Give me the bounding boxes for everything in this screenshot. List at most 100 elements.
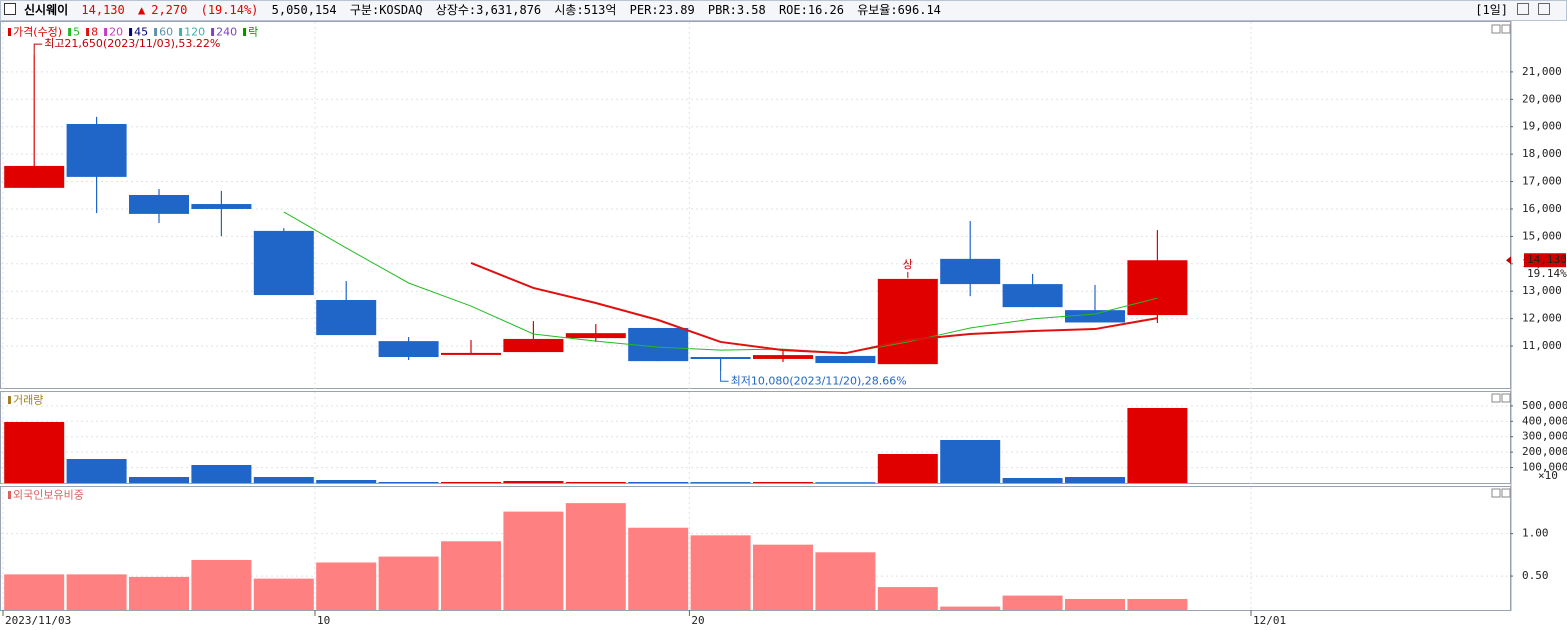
x-tick-label: 2023/11/03 (5, 614, 71, 627)
legend-marker (86, 28, 90, 36)
bar (1127, 598, 1188, 610)
bar (940, 439, 1001, 483)
per: PER:23.89 (629, 3, 695, 17)
bar (378, 556, 439, 610)
stock-header: 신시웨이 14,130 ▲ 2,270 (19.14%) 5,050,154 구분… (0, 0, 1567, 21)
bar (441, 481, 501, 483)
icon[interactable] (1517, 3, 1529, 15)
candle-body (441, 352, 501, 355)
change: 2,270 (151, 3, 188, 17)
bar (877, 454, 938, 483)
legend-label: 8 (91, 26, 98, 39)
y-tick-label: 0.50 (1522, 569, 1549, 582)
legend-marker (8, 28, 11, 36)
bar (1065, 477, 1125, 483)
legend-label: 45 (134, 26, 148, 39)
legend-label: 240 (216, 26, 237, 39)
bar (441, 541, 501, 610)
y-tick-label: 15,000 (1522, 229, 1562, 242)
icon[interactable] (1491, 24, 1501, 34)
legend-marker (129, 28, 133, 36)
y-tick-label: 17,000 (1522, 175, 1562, 188)
icon[interactable] (1501, 24, 1511, 34)
legend-marker (8, 396, 11, 404)
x-tick-label: 12/01 (1253, 614, 1286, 627)
limit-up-marker: 상 (903, 258, 913, 271)
legend-marker (104, 28, 108, 36)
bar (378, 481, 439, 483)
legend-marker (68, 28, 72, 36)
legend-marker (8, 491, 11, 499)
bar (253, 578, 314, 610)
bar (253, 477, 314, 483)
last-change: 19.14% (1527, 267, 1567, 280)
volume: 5,050,154 (271, 3, 337, 17)
icon[interactable] (1491, 393, 1501, 403)
candle-body (940, 258, 1001, 285)
x-tick-label: 20 (691, 614, 704, 627)
icon[interactable] (1501, 393, 1511, 403)
bar (877, 587, 938, 610)
market: 구분:KOSDAQ (349, 3, 423, 17)
candle-body (628, 327, 689, 362)
cap: 시총:513억 (554, 3, 617, 17)
legend-label: 가격(수정) (13, 26, 62, 39)
bar (1127, 407, 1188, 483)
bar (66, 459, 127, 483)
icon[interactable] (1501, 488, 1511, 498)
change-pct: (19.14%) (200, 3, 259, 17)
bar (815, 552, 876, 610)
y-tick-label: 200,000 (1522, 445, 1567, 458)
bar (129, 477, 189, 483)
legend-label: 5 (73, 26, 80, 39)
y-tick-label: 21,000 (1522, 65, 1562, 78)
panel-label: 거래량 (13, 394, 43, 407)
shares: 상장수:3,631,876 (435, 3, 542, 17)
checkbox[interactable] (4, 3, 16, 15)
y-tick-label: 1.00 (1522, 527, 1549, 540)
icon[interactable] (1538, 3, 1550, 15)
candle-body (690, 357, 751, 360)
reserve: 유보율:696.14 (857, 3, 941, 17)
legend-label: 120 (184, 26, 205, 39)
y-tick-label: 12,000 (1522, 312, 1562, 325)
roe: ROE:16.26 (778, 3, 844, 17)
arrow: ▲ (138, 3, 146, 17)
bar (1002, 478, 1063, 483)
legend-label: 20 (109, 26, 123, 39)
bar (565, 503, 626, 610)
candle-body (565, 333, 626, 339)
last-price: 14,130 (1527, 253, 1567, 266)
bar (4, 421, 65, 483)
bar (4, 574, 65, 610)
bar (191, 559, 252, 610)
bar (753, 481, 813, 483)
y-tick-label: 400,000 (1522, 414, 1567, 427)
legend-label: 락 (248, 26, 258, 39)
candle-body (66, 123, 127, 177)
candle-body (1002, 284, 1063, 308)
period-box: [1일] (1475, 1, 1556, 20)
period[interactable]: [1일] (1475, 3, 1508, 17)
bar (690, 535, 751, 610)
icon[interactable] (1491, 488, 1501, 498)
candle-body (316, 299, 377, 336)
candle-body (191, 204, 252, 209)
candle-body (253, 230, 314, 296)
bar (503, 511, 564, 610)
candle-body (129, 194, 189, 214)
unit-label: ×10 (1538, 469, 1558, 482)
y-tick-label: 11,000 (1522, 339, 1562, 352)
panel-icons (1491, 24, 1511, 498)
annotation-pointer (33, 43, 43, 55)
ma-line (470, 262, 1158, 355)
price-tag (1524, 253, 1566, 268)
candle-body (815, 355, 876, 364)
candle-body (503, 338, 564, 353)
y-tick-label: 18,000 (1522, 147, 1562, 160)
legend-marker (154, 28, 158, 36)
bar (191, 465, 252, 483)
legend-marker (243, 28, 247, 36)
